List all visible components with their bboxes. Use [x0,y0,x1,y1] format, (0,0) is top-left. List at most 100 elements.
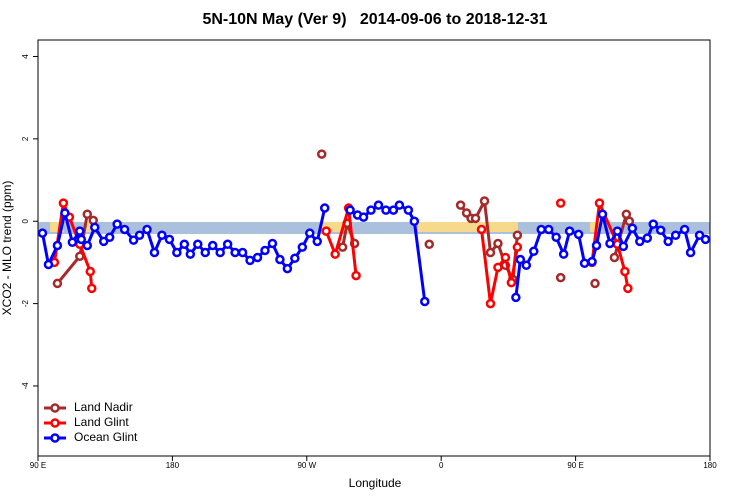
data-point [67,237,78,247]
data-point [564,226,575,236]
data-point [663,236,673,247]
data-point [512,242,523,252]
data-point [312,236,323,247]
data-point [330,249,340,259]
data-point [373,200,384,210]
data-point [579,258,590,268]
y-tick-label: 0 [21,218,30,223]
data-point [345,205,355,215]
data-point [403,205,414,215]
data-point [515,254,526,265]
series [52,149,635,289]
data-point [455,200,466,210]
data-point [618,241,629,252]
data-point [52,240,63,251]
data-point [381,205,391,215]
data-point [470,213,481,224]
data-point [179,239,190,250]
data-point [609,252,620,263]
data-point [620,266,630,277]
data-point [58,198,69,208]
data-point [551,232,561,243]
data-point [43,259,54,270]
land-band [418,222,518,232]
chart-title: 5N-10N May (Ver 9) 2014-09-06 to 2018-12… [202,11,547,28]
x-tick-label: 90 E [30,461,46,470]
data-point [89,222,100,233]
data-point [573,229,584,240]
x-tick-label: 90 E [567,461,583,470]
data-point [37,228,48,238]
data-point [394,200,405,210]
data-point [185,249,196,259]
data-point [358,212,369,222]
data-point [623,283,633,294]
data-point [305,228,315,238]
y-tick-label: 2 [21,136,30,141]
data-point [75,226,85,236]
data-point [297,242,308,252]
data-point [594,198,605,208]
data-point [591,240,602,251]
data-point [476,224,487,235]
data-point [321,226,331,236]
data-point [555,272,566,283]
data-point [207,240,218,251]
y-tick-label: -2 [21,300,30,308]
legend-label: Land Glint [74,415,129,429]
data-point [60,208,70,218]
x-tick-label: 90 W [297,461,316,470]
data-point [420,296,430,307]
series-line [480,229,519,304]
data-point [215,247,225,258]
legend-label: Land Nadir [74,400,133,414]
x-tick-label: 0 [439,461,444,470]
land-band [50,222,64,232]
data-point [119,224,130,235]
land-band [320,222,352,232]
data-point [142,224,152,235]
data-point [222,239,233,250]
data-point [612,226,623,236]
data-point [587,256,597,267]
data-point [337,242,348,252]
data-point [655,225,666,236]
data-point [590,278,600,289]
data-point [316,149,327,159]
data-point [543,224,554,235]
data-point [685,247,696,258]
data-point [172,247,182,258]
data-point [267,238,278,249]
series-line [324,207,358,276]
data-point [694,230,705,240]
data-point [388,205,399,215]
data-point [275,254,285,265]
data-point [555,198,566,208]
data-point [597,209,608,219]
data-point [76,234,87,245]
data-point [409,216,420,226]
data-point [230,247,240,258]
data-point [282,263,293,274]
y-tick-label: -4 [21,382,30,390]
data-point [605,238,615,249]
data-point [85,266,96,277]
x-tick-label: 180 [166,461,180,470]
data-point [164,234,175,245]
data-point [237,247,248,258]
x-tick-label: 180 [703,461,717,470]
data-point [648,219,659,229]
data-point [493,238,503,249]
data-point [82,240,93,251]
data-point [260,245,270,256]
y-axis-label: XCO2 - MLO trend (ppm) [0,181,14,316]
data-point [485,247,496,258]
data-point [98,236,109,247]
data-point [52,278,63,289]
data-point [700,234,711,245]
data-point [627,223,638,233]
data-point [157,230,167,240]
legend-label: Ocean Glint [74,430,138,444]
